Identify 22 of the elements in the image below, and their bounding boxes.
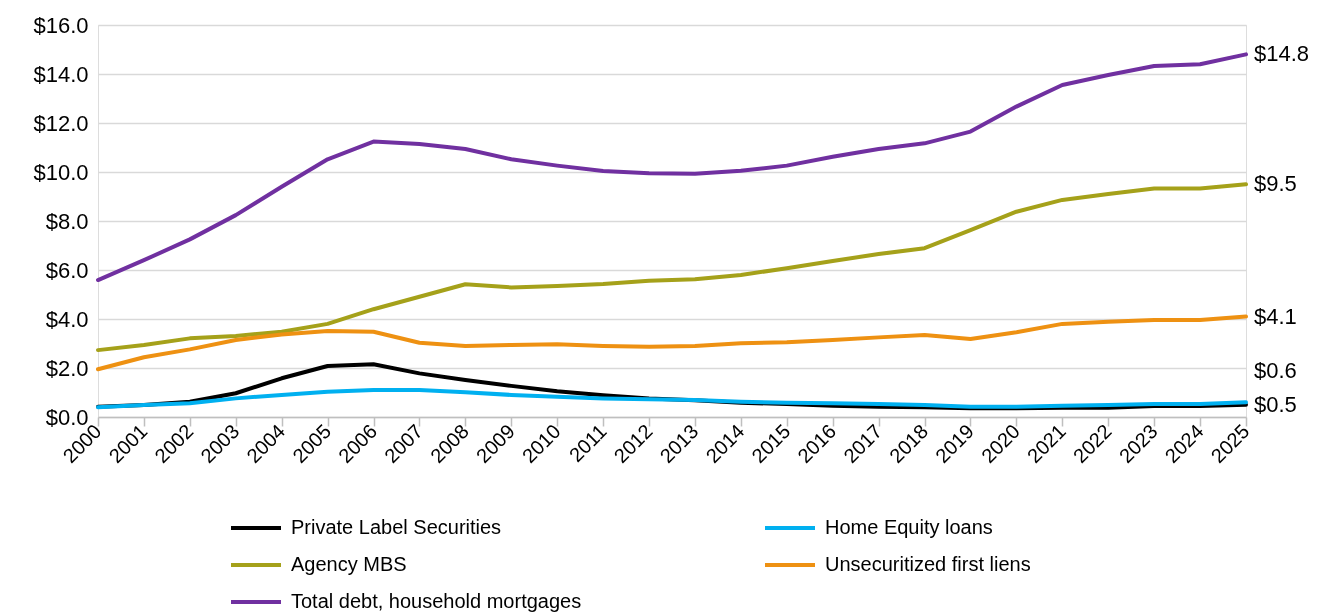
y-tick-label: $6.0 [45, 257, 89, 283]
y-tick-label: $12.0 [33, 110, 89, 136]
line-series [96, 314, 1248, 372]
data-label: $0.6 [1254, 357, 1297, 383]
legend-label: Total debt, household mortgages [291, 590, 582, 612]
data-label: $4.1 [1254, 303, 1297, 329]
y-tick-label: $2.0 [45, 355, 89, 381]
legend-label: Agency MBS [291, 553, 407, 575]
y-tick-label: $10.0 [33, 159, 89, 185]
line-series [96, 182, 1248, 353]
y-tick-label: $16.0 [33, 12, 89, 38]
y-tick-label: $4.0 [45, 306, 89, 332]
data-label: $0.5 [1254, 391, 1297, 417]
legend-label: Home Equity loans [825, 516, 993, 538]
legend-label: Private Label Securities [291, 516, 502, 538]
data-label: $14.8 [1254, 41, 1310, 67]
y-tick-label: $8.0 [45, 208, 89, 234]
legend-label: Unsecuritized first liens [825, 553, 1031, 575]
line-series [96, 388, 1248, 410]
line-series [96, 52, 1248, 283]
y-tick-label: $14.0 [33, 61, 89, 87]
data-label: $9.5 [1254, 171, 1297, 197]
